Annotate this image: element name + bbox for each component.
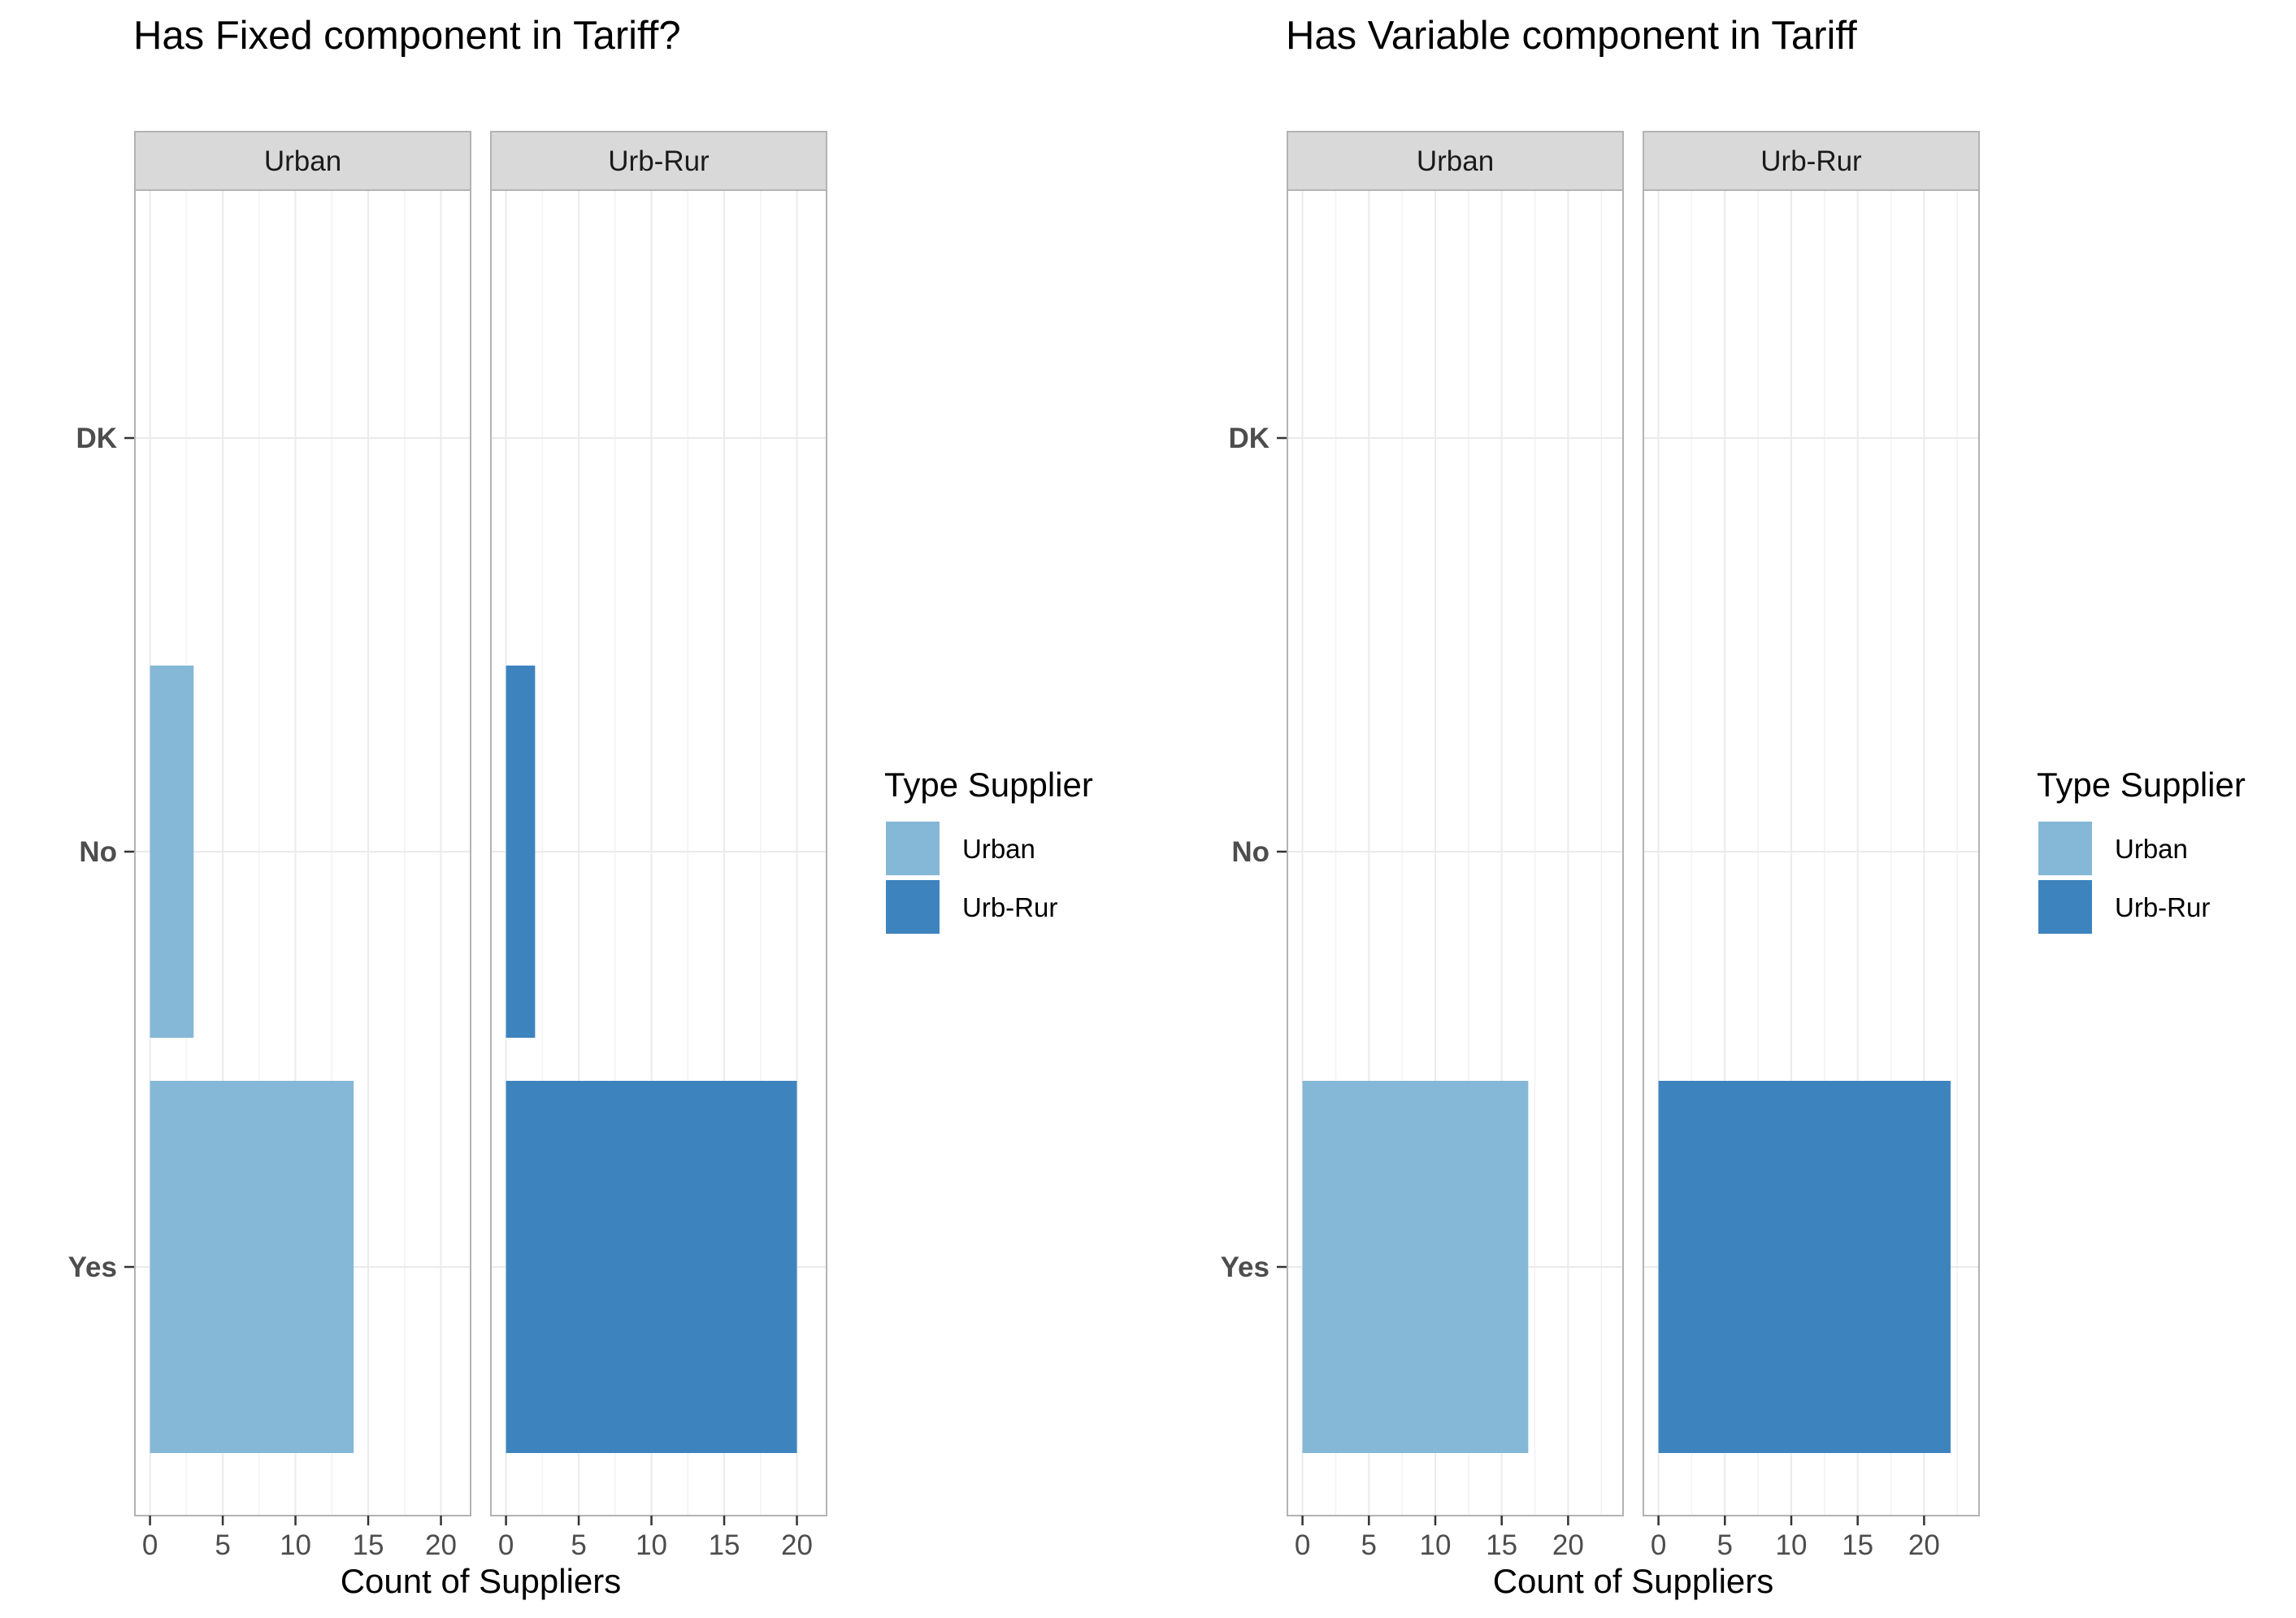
facet-panel: Urban 0 5 10 15 20 — [1287, 131, 1624, 1561]
legend-label: Urb-Rur — [2115, 892, 2210, 922]
x-tick-label: 0 — [498, 1529, 514, 1561]
legend-title: Type Supplier — [884, 766, 1093, 804]
bar-yes — [1302, 1081, 1529, 1453]
facet-strip-label: Urb-Rur — [1760, 145, 1862, 177]
x-tick-label: 5 — [215, 1529, 230, 1561]
y-tick-label: DK — [76, 423, 117, 454]
bar-yes — [150, 1081, 354, 1453]
legend-key — [2038, 880, 2092, 934]
x-tick-label: 5 — [1717, 1529, 1733, 1561]
x-tick-label: 20 — [1552, 1529, 1584, 1561]
facet-panel: Urb-Rur 0 5 10 15 20 — [490, 131, 827, 1561]
y-tick-label: Yes — [1221, 1251, 1270, 1283]
x-tick-label: 10 — [636, 1529, 667, 1561]
x-tick-label: 20 — [781, 1529, 813, 1561]
x-tick-label: 10 — [1420, 1529, 1452, 1561]
x-tick-label: 5 — [1361, 1529, 1377, 1561]
chart-1: Has Fixed component in Tariff? DK No Yes Urb… — [68, 14, 1093, 1600]
x-tick-label: 0 — [1295, 1529, 1310, 1561]
legend-label: Urb-Rur — [962, 892, 1057, 922]
bar-no — [150, 666, 194, 1038]
facet-strip-label: Urban — [264, 145, 341, 177]
x-tick-label: 15 — [709, 1529, 740, 1561]
x-tick-label: 0 — [142, 1529, 158, 1561]
facet-panel: Urb-Rur 0 5 10 15 20 — [1643, 131, 1980, 1561]
facet-strip — [1643, 131, 1980, 191]
bar-no — [506, 666, 536, 1038]
facet-strip — [134, 131, 471, 191]
x-tick-label: 15 — [353, 1529, 384, 1561]
facet-strip — [1287, 131, 1624, 191]
x-tick-label: 10 — [1776, 1529, 1808, 1561]
facet-strip-label: Urb-Rur — [608, 145, 710, 177]
legend: Type Supplier Urban Urb-Rur — [2037, 766, 2246, 934]
x-axis-title: Count of Suppliers — [341, 1562, 622, 1600]
x-tick-label: 5 — [571, 1529, 586, 1561]
x-tick-label: 20 — [1908, 1529, 1940, 1561]
legend-key — [886, 880, 940, 934]
x-tick-label: 15 — [1486, 1529, 1517, 1561]
legend: Type Supplier Urban Urb-Rur — [884, 766, 1093, 934]
y-tick-label: No — [1231, 836, 1270, 868]
chart-2: Has Variable component in Tariff DK No Yes U… — [1221, 14, 2246, 1600]
x-axis-title: Count of Suppliers — [1493, 1562, 1774, 1600]
y-tick-label: Yes — [68, 1251, 117, 1283]
chart-title: Has Fixed component in Tariff? — [133, 14, 681, 58]
bar-yes — [506, 1081, 797, 1453]
y-tick-label: DK — [1228, 423, 1270, 454]
facet-strip-label: Urban — [1417, 145, 1494, 177]
legend-key — [886, 822, 940, 875]
legend-label: Urban — [962, 834, 1035, 864]
bar-yes — [1658, 1081, 1951, 1453]
facet-strip — [490, 131, 827, 191]
legend-label: Urban — [2115, 834, 2188, 864]
facet-panel: Urban 0 5 10 15 20 — [134, 131, 471, 1561]
legend-title: Type Supplier — [2037, 766, 2246, 804]
x-tick-label: 10 — [280, 1529, 311, 1561]
legend-key — [2038, 822, 2092, 875]
y-tick-label: No — [79, 836, 117, 868]
x-tick-label: 20 — [425, 1529, 457, 1561]
x-tick-label: 0 — [1651, 1529, 1666, 1561]
x-tick-label: 15 — [1842, 1529, 1873, 1561]
chart-title: Has Variable component in Tariff — [1286, 14, 1857, 58]
